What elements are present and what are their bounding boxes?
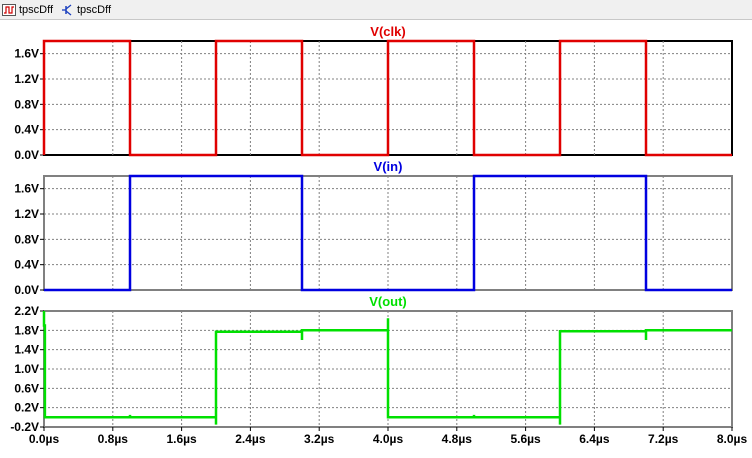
x-tick-label: 5.6µs xyxy=(510,432,541,446)
y-tick-label: 1.2V xyxy=(14,72,39,86)
y-tick-label: 0.2V xyxy=(14,401,39,415)
x-tick-label: 6.4µs xyxy=(579,432,610,446)
x-tick-label: 4.8µs xyxy=(442,432,473,446)
y-tick-label: -0.2V xyxy=(10,420,39,434)
x-tick-label: 0.8µs xyxy=(98,432,129,446)
y-tick-label: 2.2V xyxy=(14,304,39,318)
y-tick-label: 1.4V xyxy=(14,343,39,357)
tab-bar: tpscDff tpscDff xyxy=(0,0,752,20)
x-tick-label: 2.4µs xyxy=(235,432,266,446)
y-tick-label: 1.8V xyxy=(14,323,39,337)
trace-vin xyxy=(44,174,732,292)
trace-vout xyxy=(42,311,732,425)
y-tick-label: 1.6V xyxy=(14,47,39,61)
y-tick-label: 0.0V xyxy=(14,148,39,162)
x-tick-label: 3.2µs xyxy=(304,432,335,446)
y-tick-label: 1.2V xyxy=(14,207,39,221)
pane-title: V(out) xyxy=(369,294,407,309)
y-tick-label: 0.4V xyxy=(14,258,39,272)
x-tick-label: 4.0µs xyxy=(373,432,404,446)
y-tick-label: 0.8V xyxy=(14,232,39,246)
tab-label: tpscDff xyxy=(77,4,112,16)
tab-label: tpscDff xyxy=(19,4,54,16)
schematic-icon xyxy=(62,4,72,16)
waveform-plot[interactable]: 0.0V 0.4V 0.8V 1.2V 1.6V V(clk) 0.0V 0.4V 0.8V 1.… xyxy=(0,20,752,458)
trace-vclk xyxy=(42,39,732,157)
y-tick-label: 0.0V xyxy=(14,283,39,297)
y-tick-label: 0.4V xyxy=(14,123,39,137)
y-tick-label: 1.0V xyxy=(14,362,39,376)
x-tick-label: 8.0µs xyxy=(717,432,748,446)
pane-title: V(in) xyxy=(374,159,403,174)
x-tick-label: 7.2µs xyxy=(648,432,679,446)
tab-schematic[interactable]: tpscDff xyxy=(60,2,111,18)
x-tick-label: 1.6µs xyxy=(166,432,197,446)
x-tick-label: 0.0µs xyxy=(29,432,60,446)
y-tick-label: 1.6V xyxy=(14,182,39,196)
waveform-icon xyxy=(2,4,16,16)
tab-waveform[interactable]: tpscDff xyxy=(2,2,53,18)
pane-title: V(clk) xyxy=(370,24,405,39)
y-tick-label: 0.6V xyxy=(14,381,39,395)
y-tick-label: 0.8V xyxy=(14,97,39,111)
